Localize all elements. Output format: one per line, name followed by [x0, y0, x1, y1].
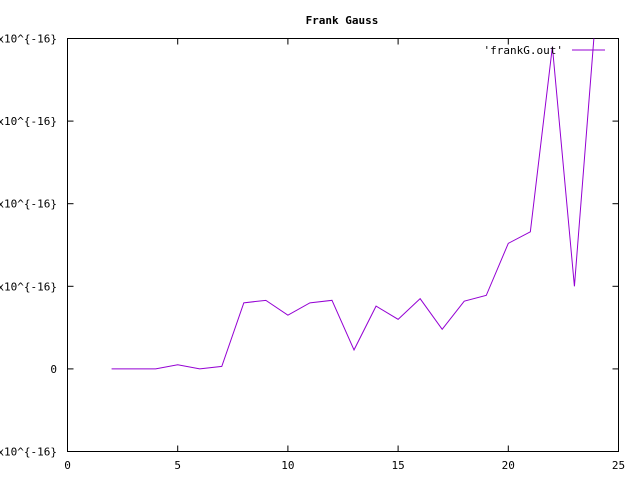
- x-axis: 0 5 10 15 20 25: [64, 38, 625, 472]
- x-tick-label: 5: [174, 459, 181, 472]
- y-tick-label: x10^{-16}: [0, 280, 57, 293]
- x-tick-label: 0: [64, 459, 71, 472]
- plot-frame: [67, 38, 619, 452]
- series-line-0: [111, 38, 595, 370]
- chart-title: Frank Gauss: [306, 14, 379, 27]
- y-axis: x10^{-16} 0 x10^{-16} x10^{-16} x10^{-16} x10…: [0, 33, 619, 459]
- series-layer: [111, 38, 595, 370]
- x-tick-label: 20: [502, 459, 515, 472]
- y-tick-label: 0: [50, 363, 57, 376]
- x-tick-label: 25: [612, 459, 625, 472]
- x-tick-label: 10: [281, 459, 294, 472]
- y-tick-label: x10^{-16}: [0, 446, 57, 459]
- legend-label: 'frankG.out': [484, 44, 563, 57]
- y-tick-label: x10^{-16}: [0, 198, 57, 211]
- x-tick-label: 15: [391, 459, 404, 472]
- legend: 'frankG.out': [484, 44, 605, 57]
- y-tick-label: x10^{-16}: [0, 115, 57, 128]
- y-tick-label: x10^{-16}: [0, 33, 57, 46]
